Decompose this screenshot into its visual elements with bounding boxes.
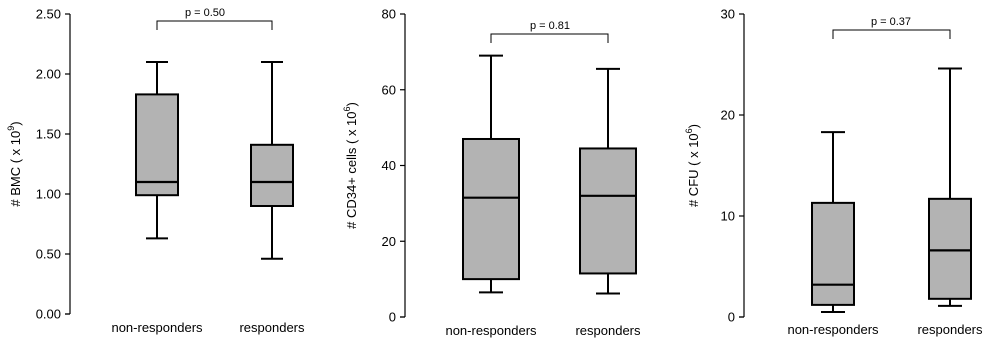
significance-bracket bbox=[832, 29, 951, 39]
y-tick-label: 20 bbox=[382, 234, 396, 249]
p-value-label: p = 0.81 bbox=[530, 20, 570, 32]
y-tick-label: 2.50 bbox=[36, 7, 61, 22]
iqr-box bbox=[811, 201, 855, 306]
category-label: responders bbox=[239, 320, 305, 335]
y-axis-label: # CD34+ cells ( x 106) bbox=[342, 102, 359, 229]
y-tick-label: 1.00 bbox=[36, 187, 61, 202]
p-value-label: p = 0.37 bbox=[871, 16, 911, 28]
y-tick-label: 40 bbox=[382, 158, 396, 173]
iqr-box bbox=[250, 143, 294, 208]
y-tick-label: 0.00 bbox=[36, 307, 61, 322]
category-label: responders bbox=[917, 322, 983, 337]
y-tick-label: 20 bbox=[721, 108, 735, 123]
y-tick-label: 80 bbox=[382, 7, 396, 22]
category-label: non-responders bbox=[445, 323, 537, 338]
y-axis-label: # BMC ( x 109) bbox=[6, 121, 23, 206]
y-tick-label: 0 bbox=[389, 310, 396, 325]
category-label: responders bbox=[575, 323, 641, 338]
y-tick-label: 30 bbox=[721, 7, 735, 22]
y-axis-label: # CFU ( x 106) bbox=[684, 124, 701, 207]
iqr-box bbox=[579, 147, 637, 275]
category-label: non-responders bbox=[787, 322, 879, 337]
y-tick-label: 60 bbox=[382, 82, 396, 97]
iqr-box bbox=[135, 93, 179, 197]
y-tick-label: 10 bbox=[721, 209, 735, 224]
y-tick-label: 0 bbox=[728, 310, 735, 325]
p-value-label: p = 0.50 bbox=[185, 7, 225, 19]
y-tick-label: 1.50 bbox=[36, 127, 61, 142]
y-tick-label: 2.00 bbox=[36, 67, 61, 82]
significance-bracket bbox=[490, 33, 609, 43]
iqr-box bbox=[928, 197, 972, 300]
category-label: non-responders bbox=[111, 320, 203, 335]
y-tick-label: 0.50 bbox=[36, 247, 61, 262]
significance-bracket bbox=[156, 20, 273, 30]
iqr-box bbox=[462, 137, 520, 281]
